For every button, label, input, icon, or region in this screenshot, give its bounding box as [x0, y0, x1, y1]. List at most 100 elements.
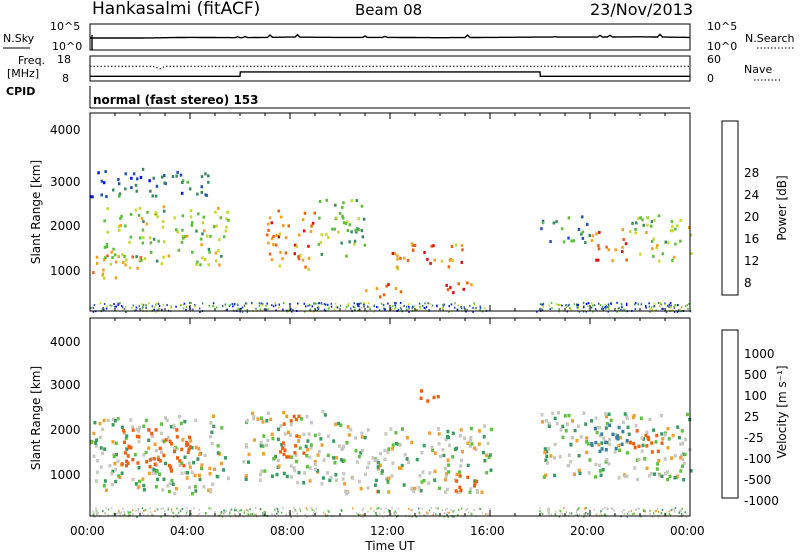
power-cell: [570, 308, 572, 311]
power-cell: [146, 210, 149, 214]
freq-series-line: [90, 65, 690, 70]
power-cell: [116, 304, 119, 307]
velocity-cell: [665, 470, 669, 474]
velocity-cell: [604, 412, 608, 416]
power-cell: [460, 260, 463, 264]
velocity-cell: [208, 507, 210, 510]
power-cell: [231, 303, 233, 305]
power-cell: [105, 307, 108, 310]
velocity-cell: [160, 422, 164, 426]
velocity-cell: [253, 438, 257, 442]
power-cell: [346, 305, 348, 308]
velocity-cell: [337, 421, 341, 426]
velocity-cell: [147, 514, 149, 517]
velocity-cell: [137, 439, 141, 444]
velocity-cell: [123, 451, 127, 455]
power-cell: [598, 230, 601, 234]
velocity-cell: [172, 446, 176, 451]
velocity-cell: [655, 509, 657, 512]
velocity-cell: [388, 510, 390, 513]
power-cell: [201, 302, 204, 305]
power-cell: [229, 304, 231, 307]
velocity-cell: [683, 452, 687, 457]
power-cell: [135, 189, 138, 193]
power-cell: [195, 263, 198, 266]
power-cell: [652, 237, 655, 241]
velocity-cell: [569, 460, 573, 464]
velocity-cell: [545, 419, 548, 423]
velocity-cell: [137, 435, 141, 439]
power-cell: [266, 302, 268, 305]
power-cell: [303, 302, 305, 305]
power-cell: [660, 303, 662, 306]
power-cell: [616, 301, 618, 304]
velocity-cell: [447, 515, 449, 518]
power-cell: [207, 247, 211, 251]
power-cell: [197, 212, 200, 216]
velocity-cell: [370, 507, 372, 510]
power-cell: [392, 305, 394, 308]
velocity-cell: [418, 474, 422, 478]
velocity-cell: [101, 427, 105, 432]
power-cell: [307, 256, 311, 260]
velocity-cell: [197, 447, 201, 451]
velocity-cell: [374, 478, 378, 483]
power-cell: [568, 303, 570, 306]
velocity-cell: [676, 425, 680, 429]
velocity-cell: [452, 510, 454, 513]
power-cell: [365, 289, 368, 293]
velocity-cell: [135, 509, 137, 512]
velocity-cell: [480, 490, 484, 494]
velocity-cell: [453, 515, 455, 518]
power-cell: [640, 303, 643, 306]
power-cell: [274, 302, 276, 304]
velocity-cell: [210, 430, 214, 434]
power-cell: [474, 303, 476, 306]
velocity-cell: [163, 510, 166, 513]
velocity-cell: [260, 469, 264, 473]
power-cell: [278, 232, 282, 236]
power-cell: [104, 170, 107, 174]
power-cell: [396, 254, 399, 258]
power-cell: [390, 307, 392, 310]
velocity-cell: [308, 479, 312, 483]
power-cell: [241, 306, 244, 309]
velocity-cell: [573, 428, 577, 433]
power-cell: [154, 194, 158, 198]
velocity-cell: [172, 423, 176, 428]
velocity-cell: [166, 435, 170, 440]
power-cell: [123, 308, 126, 310]
velocity-cell: [626, 515, 628, 518]
power-cell: [582, 301, 585, 304]
velocity-cell: [375, 458, 379, 463]
velocity-cell: [168, 481, 172, 486]
velocity-cell: [396, 515, 398, 518]
power-cell: [113, 303, 115, 305]
velocity-cell: [644, 510, 646, 513]
power-cell: [154, 311, 157, 313]
power-cell: [600, 307, 603, 310]
velocity-cell: [310, 507, 313, 510]
power-cell: [419, 307, 421, 310]
velocity-cell: [447, 435, 451, 440]
power-cell: [363, 303, 365, 306]
velocity-cell: [156, 455, 160, 460]
velocity-cell: [244, 477, 248, 481]
power-cell: [382, 293, 386, 297]
power-cell: [240, 307, 242, 310]
velocity-cell: [335, 456, 338, 460]
velocity-cell: [598, 425, 601, 430]
power-cell: [408, 305, 410, 308]
velocity-cell: [640, 436, 644, 440]
velocity-cell: [295, 434, 299, 438]
velocity-cell: [433, 478, 437, 482]
velocity-cell: [281, 446, 285, 450]
power-cell: [105, 245, 109, 249]
power-cell: [403, 304, 405, 307]
power-cell: [558, 303, 560, 306]
velocity-cell: [129, 511, 132, 514]
power-cell: [161, 308, 163, 311]
power-axes: [89, 113, 691, 311]
velocity-cell: [437, 427, 440, 431]
velocity-cell: [156, 507, 158, 510]
